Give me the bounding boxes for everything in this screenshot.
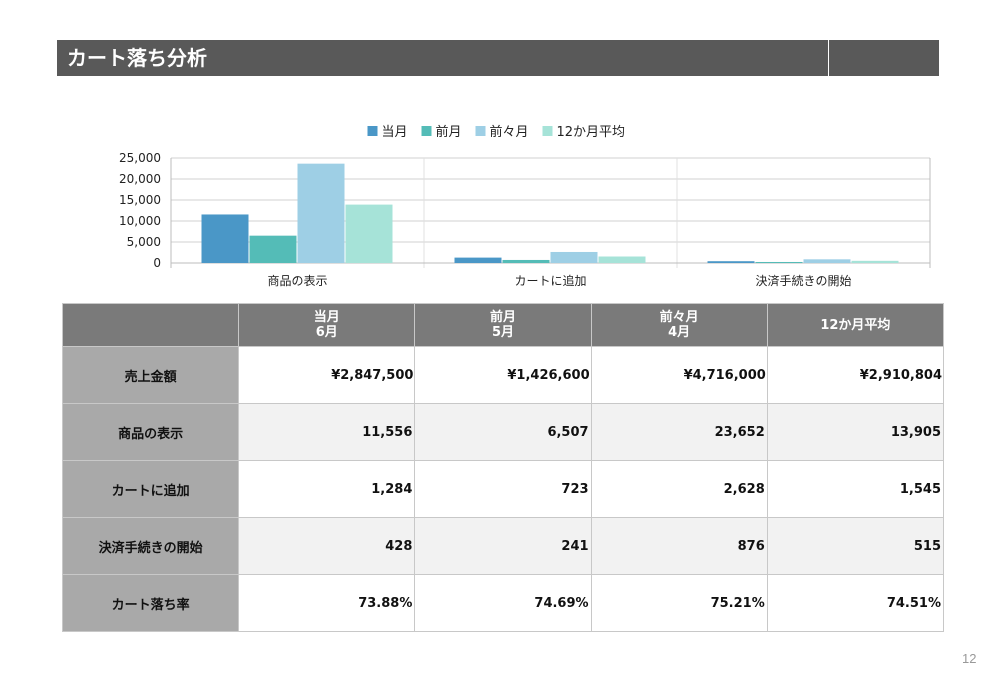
bar-1-1	[502, 259, 550, 263]
x-category-label: カートに追加	[514, 273, 586, 288]
table-cell: 241	[414, 517, 592, 575]
legend-swatch-0	[367, 126, 378, 136]
table-row-cart-abandonment-rate: カート落ち率 73.88% 74.69% 75.21% 74.51%	[61, 574, 945, 632]
table-cell: 2,628	[590, 460, 768, 518]
table-cell: 515	[766, 517, 945, 575]
bar-1-2	[550, 251, 598, 263]
legend-label-0: 当月	[382, 125, 408, 140]
col-header-two-months-ago: 前々月 4月	[590, 303, 768, 347]
funnel-data-table: 当月 6月 前月 5月 前々月 4月 12か月平均 売上金額 ¥2,847,500 ¥…	[61, 303, 945, 632]
table-row-checkout-started: 決済手続きの開始 428 241 876 515	[61, 517, 945, 575]
cell-value: 2,847,500	[340, 367, 414, 383]
bar-2-1	[755, 261, 803, 263]
bar-2-3	[851, 260, 899, 263]
cell-value: 1,426,600	[516, 367, 590, 383]
table-cell: ¥2,910,804	[766, 346, 945, 404]
table-cell: 74.51%	[766, 574, 945, 632]
col-header-line1: 当月	[313, 310, 340, 325]
y-tick-label: 5,000	[127, 235, 161, 249]
legend-label-2: 前々月	[490, 124, 529, 140]
x-category-label: 商品の表示	[267, 273, 327, 288]
table-corner-cell	[61, 303, 240, 347]
row-label: 決済手続きの開始	[61, 517, 240, 575]
legend-swatch-2	[475, 126, 486, 136]
bar-1-0	[454, 257, 502, 263]
row-label: 売上金額	[61, 346, 240, 404]
page-number: 12	[962, 651, 977, 666]
y-tick-label: 0	[153, 256, 161, 270]
col-header-line2: 5月	[491, 325, 514, 340]
bar-0-1	[249, 235, 297, 263]
x-category-label: 決済手続きの開始	[755, 273, 851, 288]
legend-swatch-3	[542, 126, 553, 136]
col-header-line1: 前々月	[659, 310, 699, 325]
table-cell: 74.69%	[414, 574, 592, 632]
col-header-12-month-average: 12か月平均	[766, 303, 945, 347]
col-header-line1: 12か月平均	[820, 317, 891, 333]
legend-swatch-1	[421, 126, 432, 136]
table-cell: 13,905	[766, 403, 945, 461]
bar-0-3	[345, 204, 393, 263]
col-header-line1: 前月	[489, 310, 516, 325]
table-cell: ¥2,847,500	[238, 346, 416, 404]
bar-2-0	[707, 261, 755, 263]
bar-1-3	[598, 256, 646, 263]
title-accent-block	[829, 40, 939, 76]
table-cell: ¥1,426,600	[414, 346, 592, 404]
table-row-add-to-cart: カートに追加 1,284 723 2,628 1,545	[61, 460, 945, 518]
table-cell: 75.21%	[590, 574, 768, 632]
table-cell: 428	[238, 517, 416, 575]
bar-2-2	[803, 259, 851, 263]
table-cell: 6,507	[414, 403, 592, 461]
table-cell: ¥4,716,000	[590, 346, 768, 404]
bar-0-0	[201, 214, 249, 263]
row-label: カート落ち率	[61, 574, 240, 632]
currency-symbol: ¥	[507, 367, 517, 383]
col-header-current-month: 当月 6月	[238, 303, 416, 347]
table-cell: 23,652	[590, 403, 768, 461]
table-cell: 73.88%	[238, 574, 416, 632]
legend-label-3: 12か月平均	[557, 125, 626, 140]
table-cell: 1,545	[766, 460, 945, 518]
currency-symbol: ¥	[859, 367, 869, 383]
y-tick-label: 15,000	[119, 193, 161, 207]
table-header-row: 当月 6月 前月 5月 前々月 4月 12か月平均	[61, 303, 945, 347]
legend-label-1: 前月	[436, 124, 462, 140]
currency-symbol: ¥	[331, 367, 341, 383]
y-tick-label: 25,000	[119, 151, 161, 165]
bar-0-2	[297, 163, 345, 263]
table-cell: 11,556	[238, 403, 416, 461]
page-title: カート落ち分析	[57, 40, 828, 76]
currency-symbol: ¥	[683, 367, 693, 383]
row-label: カートに追加	[61, 460, 240, 518]
col-header-line2: 4月	[668, 325, 691, 340]
table-cell: 876	[590, 517, 768, 575]
row-label: 商品の表示	[61, 403, 240, 461]
table-cell: 723	[414, 460, 592, 518]
table-row-product-views: 商品の表示 11,556 6,507 23,652 13,905	[61, 403, 945, 461]
col-header-line2: 6月	[315, 325, 338, 340]
y-tick-label: 10,000	[119, 214, 161, 228]
y-tick-label: 20,000	[119, 172, 161, 186]
cell-value: 2,910,804	[868, 367, 942, 383]
col-header-previous-month: 前月 5月	[414, 303, 592, 347]
funnel-bar-chart: 0 5,000 10,000 15,000 20,000 25,000 商品の表示 カートに追…	[119, 124, 931, 288]
table-row-sales: 売上金額 ¥2,847,500 ¥1,426,600 ¥4,716,000 ¥2…	[61, 346, 945, 404]
table-cell: 1,284	[238, 460, 416, 518]
cell-value: 4,716,000	[692, 367, 766, 383]
